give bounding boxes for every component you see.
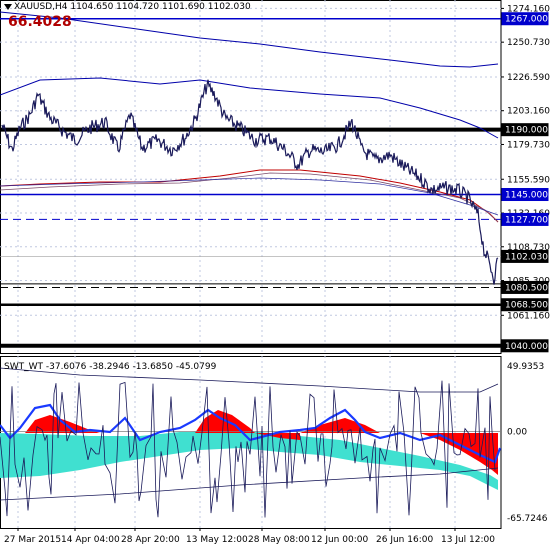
level-label-box <box>501 298 549 312</box>
level-label-box <box>501 212 549 226</box>
price-series-line <box>1 79 499 285</box>
indicator-red-area <box>420 433 498 475</box>
dropdown-arrow-icon[interactable] <box>4 3 12 10</box>
price-axis-label: 1250.730 <box>507 38 550 48</box>
level-label-text: 1190.000 <box>505 126 548 136</box>
indicator-teal-area <box>0 430 498 490</box>
indicator-title: SWT_WT -37.6076 -38.2946 -13.6850 -45.07… <box>4 362 217 372</box>
date-axis-label: 13 May 12:00 <box>186 535 248 545</box>
price-axis-label: 1274.160 <box>507 4 550 14</box>
date-axis-label: 28 May 08:00 <box>248 535 310 545</box>
indicator-big-value: 66.4028 <box>8 14 72 30</box>
chart-title-text: XAUUSD,H4 1104.650 1104.720 1101.690 110… <box>14 2 251 12</box>
date-axis-label: 26 Jun 16:00 <box>376 535 433 545</box>
indicator-axis-label: 49.9353 <box>507 362 544 372</box>
price-axis-label: 1155.590 <box>507 175 550 185</box>
level-label-box <box>501 249 549 263</box>
level-label-box <box>501 12 549 26</box>
chart-title: XAUUSD,H4 1104.650 1104.720 1101.690 110… <box>4 2 251 12</box>
price-axis-label: 1203.160 <box>507 107 550 117</box>
indicator-blue-wave <box>0 403 502 464</box>
level-label-box <box>501 188 549 202</box>
date-axis-label: 13 Jul 12:00 <box>441 535 495 545</box>
ma-line-blue-mid <box>0 77 499 139</box>
level-label-text: 1068.500 <box>505 301 548 311</box>
ma-line-blue-low <box>0 177 499 216</box>
level-label-text: 1145.000 <box>505 191 548 201</box>
indicator-envelope-bottom <box>0 467 499 501</box>
level-label-text: 1102.030 <box>505 252 548 262</box>
level-label-box <box>501 339 549 353</box>
level-label-text: 1267.000 <box>505 15 548 25</box>
indicator-axis-label: -65.7246 <box>507 514 548 524</box>
date-axis-label: 27 Mar 2015 <box>4 535 61 545</box>
price-axis-label: 1108.730 <box>507 243 550 253</box>
level-label-text: 1040.000 <box>505 342 548 352</box>
main-panel-frame <box>0 0 502 354</box>
date-axis-label: 12 Jun 00:00 <box>311 535 368 545</box>
indicator-envelope-top <box>0 367 499 393</box>
indicator-red-area <box>25 415 100 433</box>
indicator-signal-line <box>0 380 496 518</box>
price-axis-label: 1226.590 <box>507 73 550 83</box>
price-axis-label: 1179.730 <box>507 140 550 150</box>
date-axis-label: 28 Apr 20:00 <box>121 535 180 545</box>
level-label-text: 1127.700 <box>505 215 548 225</box>
indicator-axis-label: 0.00 <box>507 428 527 438</box>
date-axis-label: 14 Apr 04:00 <box>61 535 120 545</box>
level-label-box <box>501 123 549 137</box>
ma-line-blue-long <box>0 11 499 68</box>
level-label-text: 1080.500 <box>505 283 548 293</box>
level-label-box <box>501 280 549 294</box>
price-axis-label: 1061.160 <box>507 311 550 321</box>
ma-line-red-2 <box>0 172 499 223</box>
